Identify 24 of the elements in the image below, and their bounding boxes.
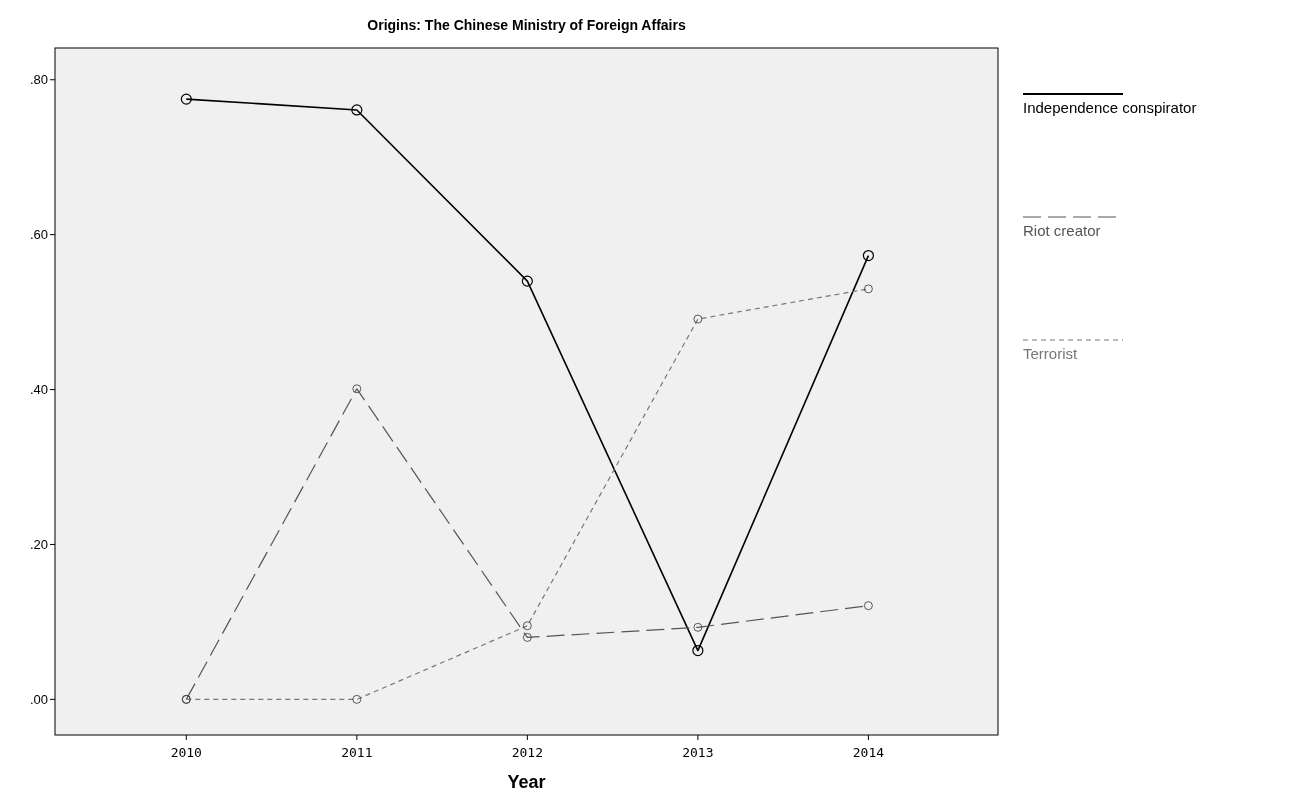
point <box>352 384 362 394</box>
point <box>692 644 704 657</box>
point <box>693 622 703 632</box>
x-tick-label: 2011 <box>341 745 373 760</box>
x-tick-label: 2013 <box>682 745 714 760</box>
y-tick-label: .00 <box>29 691 48 707</box>
point <box>351 104 363 116</box>
y-tick-label: .40 <box>29 382 48 398</box>
x-tick-label: 2012 <box>511 745 544 760</box>
x-tick-label: 2014 <box>852 745 885 760</box>
point <box>862 249 874 262</box>
x-tick-label: 2010 <box>170 745 202 760</box>
chart-title: Origins: The Chinese Ministry of Foreign Affairs <box>367 17 686 33</box>
y-tick-label: .60 <box>29 227 48 243</box>
text: Terrorist <box>1023 345 1078 362</box>
point <box>180 93 192 105</box>
point <box>521 275 533 287</box>
text: Independence conspirator <box>1023 99 1197 116</box>
y-tick-label: .80 <box>29 72 48 88</box>
point <box>522 633 532 642</box>
text: Riot creator <box>1023 222 1101 239</box>
point <box>864 601 873 611</box>
x-axis-title: Year <box>507 772 546 792</box>
y-tick-label: .20 <box>29 537 48 553</box>
